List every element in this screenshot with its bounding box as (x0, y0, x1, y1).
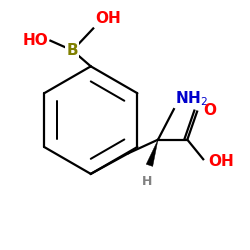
Text: NH$_2$: NH$_2$ (175, 89, 208, 108)
Text: O: O (203, 103, 216, 118)
Text: B: B (67, 43, 78, 58)
Text: HO: HO (22, 33, 48, 48)
Polygon shape (146, 140, 158, 166)
Text: OH: OH (96, 11, 122, 26)
Text: OH: OH (208, 154, 234, 169)
Text: H: H (142, 175, 152, 188)
